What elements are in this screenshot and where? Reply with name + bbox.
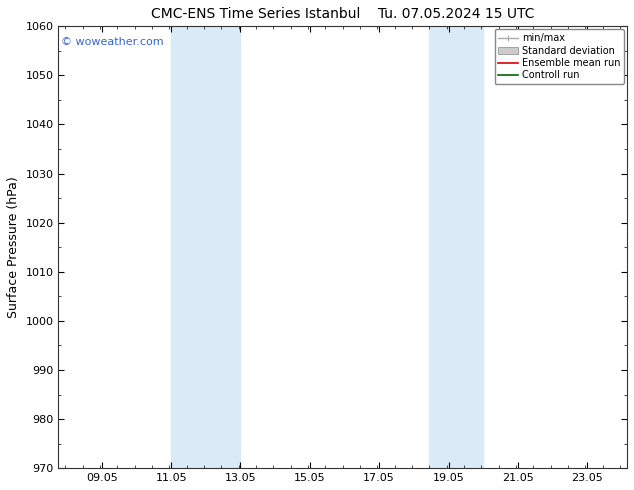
Text: © woweather.com: © woweather.com — [61, 37, 164, 48]
Y-axis label: Surface Pressure (hPa): Surface Pressure (hPa) — [7, 176, 20, 318]
Bar — [429, 26, 483, 468]
Legend: min/max, Standard deviation, Ensemble mean run, Controll run: min/max, Standard deviation, Ensemble me… — [495, 29, 624, 84]
Title: CMC-ENS Time Series Istanbul    Tu. 07.05.2024 15 UTC: CMC-ENS Time Series Istanbul Tu. 07.05.2… — [151, 7, 534, 21]
Bar — [171, 26, 240, 468]
